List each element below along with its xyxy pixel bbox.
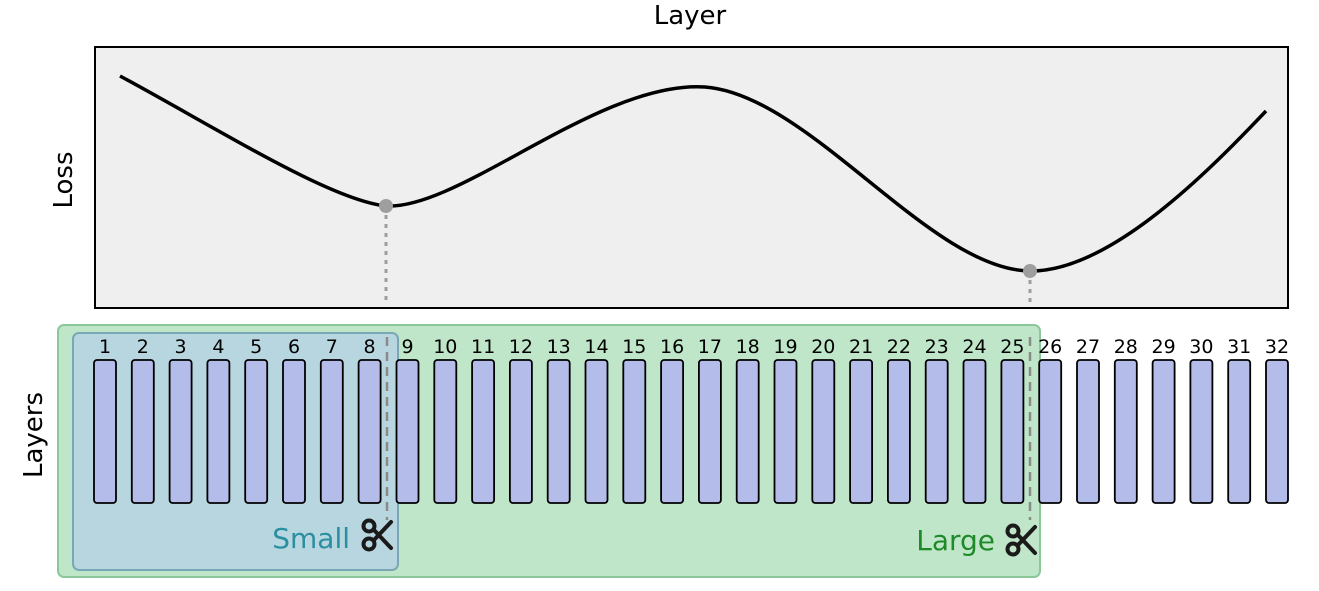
layer-number: 28 — [1114, 336, 1138, 358]
layer-box — [1151, 359, 1176, 504]
layer-box — [962, 359, 987, 504]
layer-box — [433, 359, 458, 504]
scissors-icon — [361, 518, 393, 552]
layer-number: 7 — [326, 336, 338, 358]
layer-box — [395, 359, 420, 504]
layer-number: 13 — [547, 336, 571, 358]
layer-box — [735, 359, 760, 504]
layer-number: 22 — [887, 336, 911, 358]
layer-box — [1113, 359, 1138, 504]
layer-box — [887, 359, 911, 504]
layer-number: 32 — [1265, 336, 1289, 358]
layer-number: 9 — [401, 336, 413, 358]
layer-box — [811, 359, 836, 504]
loss-curve — [119, 74, 1268, 273]
layer-number: 4 — [212, 336, 224, 358]
layer-box — [622, 359, 647, 504]
layer-box — [319, 359, 344, 504]
layer-number: 12 — [509, 336, 533, 358]
layers-axis-label: Layers — [19, 392, 49, 478]
layer-number: 23 — [925, 336, 949, 358]
layer-box — [282, 359, 306, 504]
layer-box — [508, 359, 533, 504]
layer-number: 31 — [1227, 336, 1251, 358]
loss-panel-title: Layer — [654, 1, 727, 31]
layer-number: 24 — [962, 336, 986, 358]
layer-box — [1000, 359, 1025, 504]
layer-number: 1 — [99, 336, 111, 358]
layer-box — [1265, 359, 1289, 504]
layer-number: 20 — [811, 336, 835, 358]
layer-box — [1038, 359, 1063, 504]
layer-box — [93, 359, 117, 504]
small-model-label: Small — [272, 522, 350, 555]
layer-number: 30 — [1189, 336, 1213, 358]
layer-number: 17 — [698, 336, 722, 358]
layer-box — [168, 359, 193, 504]
layer-box — [849, 359, 873, 504]
layer-number: 10 — [433, 336, 457, 358]
layer-number: 15 — [622, 336, 646, 358]
layer-number: 2 — [137, 336, 149, 358]
layer-box — [584, 359, 609, 504]
loss-axis-label: Loss — [49, 151, 79, 208]
layer-box — [773, 359, 798, 504]
layer-box — [1189, 359, 1214, 504]
layer-box — [924, 359, 949, 504]
layer-number: 18 — [736, 336, 760, 358]
layer-box — [660, 359, 684, 504]
layer-number: 29 — [1152, 336, 1176, 358]
layer-number: 6 — [288, 336, 300, 358]
large-cut-marker — [1023, 264, 1037, 278]
layer-box — [546, 359, 571, 504]
layer-number: 26 — [1038, 336, 1062, 358]
layer-number: 27 — [1076, 336, 1100, 358]
layer-box — [698, 359, 722, 504]
layer-box — [357, 359, 382, 504]
layer-number: 8 — [364, 336, 376, 358]
layer-number: 11 — [471, 336, 495, 358]
layer-box — [130, 359, 155, 504]
layer-number: 16 — [660, 336, 684, 358]
layer-number: 3 — [175, 336, 187, 358]
layer-box — [206, 359, 231, 504]
layer-number: 5 — [250, 336, 262, 358]
small-cut-marker — [379, 199, 393, 213]
scissors-icon — [1005, 523, 1037, 557]
layer-box — [471, 359, 496, 504]
large-model-label: Large — [916, 524, 995, 557]
loss-panel — [94, 46, 1289, 309]
layer-number: 19 — [773, 336, 797, 358]
layer-number: 25 — [1000, 336, 1024, 358]
layer-box — [244, 359, 269, 504]
layer-box — [1227, 359, 1252, 504]
layer-box — [1076, 359, 1100, 504]
layer-number: 21 — [849, 336, 873, 358]
layer-number: 14 — [584, 336, 608, 358]
layer-boxes: 1 2 3 4 5 6 7 8 9 10 11 12 13 14 15 16 17 18 19 20 21 22 23 24 2… — [93, 336, 1289, 504]
